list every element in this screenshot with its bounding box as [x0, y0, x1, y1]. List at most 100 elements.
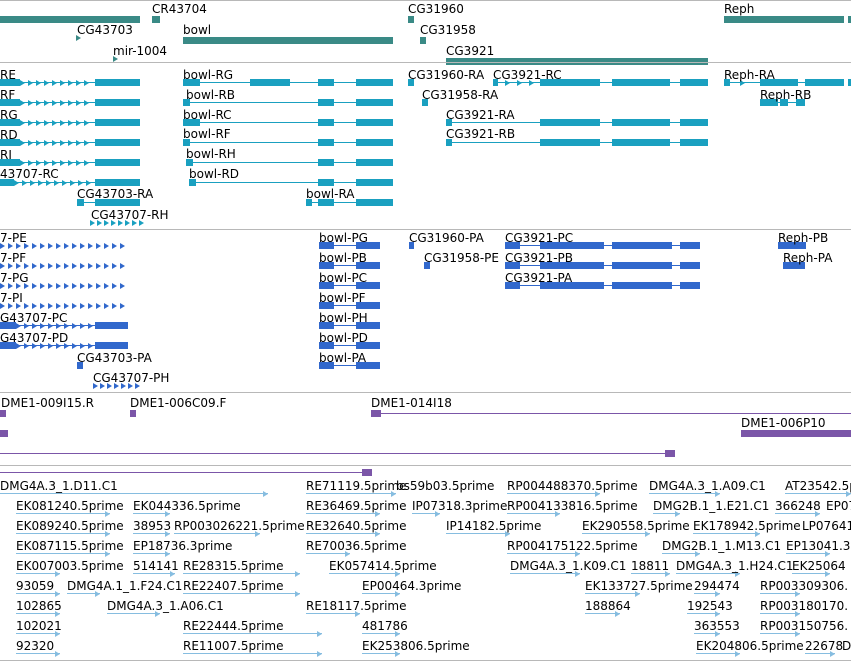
est-line[interactable] [507, 553, 580, 554]
transcript-model-exon[interactable] [760, 99, 778, 106]
transcript-model-exon[interactable] [0, 79, 20, 86]
protein-label[interactable]: Reph-PB [778, 231, 829, 245]
transcript-label[interactable]: bowl-RC [183, 108, 232, 122]
est-line[interactable] [687, 613, 720, 614]
transcript-model-exon[interactable] [95, 199, 140, 206]
transcript-model-exon[interactable] [183, 139, 190, 146]
est-label[interactable]: EK087115.5prime [16, 539, 124, 553]
protein-label[interactable]: bowl-PB [319, 251, 367, 265]
est-label[interactable]: AT23542.5prime [785, 479, 851, 493]
est-line[interactable] [694, 593, 720, 594]
protein-model-intron[interactable] [319, 305, 380, 306]
transcript-model-exon[interactable] [356, 179, 393, 186]
est-line[interactable] [760, 593, 800, 594]
est-line[interactable] [507, 513, 560, 514]
transcript-model-intron[interactable] [493, 82, 708, 83]
gene-bar[interactable] [0, 16, 140, 23]
transcript-model-exon[interactable] [306, 199, 312, 206]
protein-model-exon[interactable] [356, 302, 380, 309]
est-label[interactable]: EK007003.5prime [16, 559, 124, 573]
est-label[interactable]: RP004133816.5prime [507, 499, 638, 513]
protein-label[interactable]: CG3921-PB [505, 251, 574, 265]
est-label[interactable]: RE22444.5prime [183, 619, 284, 633]
protein-model-exon[interactable] [95, 342, 128, 349]
gene-label-cr43704[interactable]: CR43704 [152, 2, 207, 16]
est-line[interactable] [306, 493, 396, 494]
protein-label[interactable]: bowl-PA [319, 351, 367, 365]
protein-label[interactable]: bowl-PC [319, 271, 368, 285]
transcript-label[interactable]: CG43707-RH [91, 208, 169, 222]
protein-model-exon[interactable] [356, 342, 380, 349]
protein-model-exon[interactable] [356, 262, 380, 269]
gene-label-cg43703[interactable]: CG43703 [77, 23, 133, 37]
protein-label[interactable]: CG43707-PH [93, 371, 170, 385]
est-line[interactable] [412, 513, 440, 514]
transcript-model-exon[interactable] [318, 179, 334, 186]
clone-bar[interactable] [741, 430, 851, 437]
est-line[interactable] [16, 593, 60, 594]
clone-line[interactable] [0, 472, 362, 473]
est-label[interactable]: 102865 [16, 599, 62, 613]
protein-model-exon[interactable] [356, 322, 380, 329]
transcript-model-exon[interactable] [186, 159, 193, 166]
protein-label[interactable]: Reph-PA [783, 251, 833, 265]
est-label[interactable]: EK057414.5prime [329, 559, 437, 573]
transcript-model-exon[interactable] [318, 99, 334, 106]
protein-model-exon[interactable] [680, 262, 700, 269]
protein-label[interactable]: CG31958-PE [424, 251, 499, 265]
est-label[interactable]: 363553 [694, 619, 740, 633]
transcript-model-exon[interactable] [356, 119, 393, 126]
est-label[interactable]: 92320 [16, 639, 55, 653]
est-label[interactable]: DMG4A.3_1.K09.C1 [510, 559, 627, 573]
est-line[interactable] [306, 613, 360, 614]
transcript-model-exon[interactable] [250, 79, 290, 86]
gene-bar[interactable] [848, 16, 851, 23]
est-label[interactable]: RP003026221.5prime [174, 519, 305, 533]
est-label[interactable]: DMG4A.3_1.A06.C1 [107, 599, 224, 613]
est-line[interactable] [786, 553, 830, 554]
est-label[interactable]: 188864 [585, 599, 631, 613]
est-line[interactable] [16, 653, 60, 654]
est-label[interactable]: RE70036.5prime [306, 539, 407, 553]
transcript-label[interactable]: RE [0, 68, 16, 82]
protein-model-exon[interactable] [540, 262, 604, 269]
est-line[interactable] [107, 613, 160, 614]
est-label[interactable]: 38953 [133, 519, 172, 533]
transcript-model-exon[interactable] [408, 79, 414, 86]
protein-model-intron[interactable] [319, 365, 380, 366]
gene-bar[interactable] [420, 37, 426, 44]
transcript-model-exon[interactable] [680, 79, 708, 86]
transcript-label[interactable]: bowl-RF [183, 127, 231, 141]
gene-bar[interactable] [724, 16, 844, 23]
est-label[interactable]: EP18736.3prime [133, 539, 233, 553]
protein-model-intron[interactable] [319, 285, 380, 286]
protein-model-exon[interactable] [95, 322, 128, 329]
est-line[interactable] [183, 653, 322, 654]
est-line[interactable] [174, 533, 260, 534]
est-line[interactable] [585, 593, 640, 594]
protein-label[interactable]: bowl-PH [319, 311, 368, 325]
est-label[interactable]: 514141 [133, 559, 179, 573]
est-label[interactable]: DMG4A.1_1.F24.C1 [67, 579, 183, 593]
est-line[interactable] [329, 573, 400, 574]
clone-line[interactable] [381, 413, 851, 414]
transcript-model-intron[interactable] [183, 102, 393, 103]
est-line[interactable] [133, 513, 170, 514]
gene-label-mir1004[interactable]: mir-1004 [113, 44, 168, 58]
transcript-model-exon[interactable] [612, 119, 670, 126]
transcript-model-exon[interactable] [0, 119, 20, 126]
protein-label[interactable]: CG3921-PC [505, 231, 574, 245]
transcript-exon[interactable] [848, 79, 851, 86]
est-label[interactable]: EP13041.3 [786, 539, 851, 553]
transcript-model-exon[interactable] [680, 139, 708, 146]
transcript-label[interactable]: CG43703-RA [77, 187, 154, 201]
protein-model-intron[interactable] [319, 345, 380, 346]
transcript-model-exon[interactable] [183, 79, 200, 86]
est-label[interactable]: EK178942.5prime [693, 519, 801, 533]
est-label[interactable]: RE32640.5prime [306, 519, 407, 533]
clone-label[interactable]: DME1-009I15.R [1, 396, 95, 410]
est-label[interactable]: DMG2B.1_1.E21.C1 [653, 499, 770, 513]
est-line[interactable] [133, 553, 170, 554]
transcript-model-exon[interactable] [183, 99, 190, 106]
clone-bar[interactable] [130, 410, 136, 417]
